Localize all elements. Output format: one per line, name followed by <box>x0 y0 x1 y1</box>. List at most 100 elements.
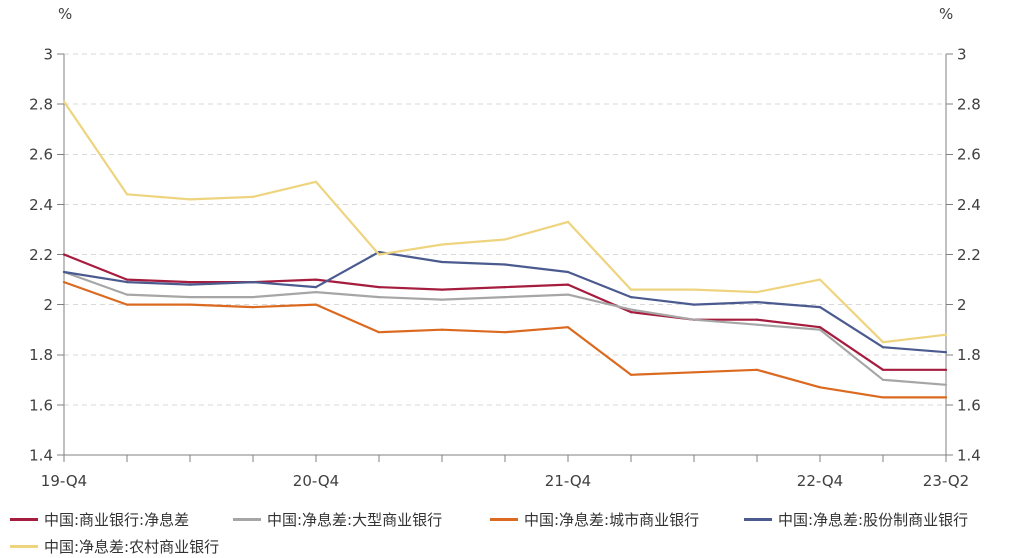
right-y-tick-label: 1.6 <box>957 396 981 414</box>
commercial-banks-line <box>62 253 948 371</box>
series-commercial-banks <box>62 253 948 371</box>
rural-commercial-banks-point <box>251 195 255 198</box>
rural-commercial-banks-point <box>629 288 633 291</box>
city-commercial-banks-point <box>692 371 696 374</box>
rural-commercial-banks-point <box>377 253 381 256</box>
city-commercial-banks-line <box>62 281 948 399</box>
joint-stock-banks-point <box>755 301 759 304</box>
legend-item-commercial-banks: 中国:商业银行:净息差 <box>10 509 189 529</box>
left-y-tick-label: 1.6 <box>29 396 53 414</box>
left-y-tick-label: 2.4 <box>29 196 53 214</box>
commercial-banks-point <box>566 283 570 286</box>
left-y-tick-label: 1.8 <box>29 346 53 364</box>
large-commercial-banks-point <box>818 328 822 331</box>
legend-item-joint-stock-banks: 中国:净息差:股份制商业银行 <box>744 509 968 529</box>
large-commercial-banks-point <box>125 293 129 296</box>
rural-commercial-banks-point <box>944 333 948 336</box>
legend-swatch-rural-commercial-banks <box>10 544 38 548</box>
commercial-banks-point <box>314 278 318 281</box>
joint-stock-banks-point <box>503 263 507 266</box>
commercial-banks-point <box>440 288 444 291</box>
series-rural-commercial-banks <box>62 100 948 344</box>
rural-commercial-banks-point <box>125 193 129 196</box>
rural-commercial-banks-point <box>755 291 759 294</box>
left-axis-unit: % <box>58 5 73 23</box>
commercial-banks-point <box>629 311 633 314</box>
joint-stock-banks-point <box>314 286 318 289</box>
joint-stock-banks-line <box>62 250 948 354</box>
right-y-tick-label: 2.2 <box>957 246 981 264</box>
large-commercial-banks-point <box>314 291 318 294</box>
right-y-tick-label: 2.6 <box>957 146 981 164</box>
commercial-banks-point <box>377 286 381 289</box>
legend-label-large-commercial-banks: 中国:净息差:大型商业银行 <box>267 510 443 529</box>
gridlines <box>64 53 946 406</box>
joint-stock-banks-point <box>251 281 255 284</box>
left-y-tick-label: 3 <box>43 45 53 63</box>
large-commercial-banks-point <box>566 293 570 296</box>
large-commercial-banks-point <box>377 296 381 299</box>
legend-label-commercial-banks: 中国:商业银行:净息差 <box>44 510 190 529</box>
legend-label-city-commercial-banks: 中国:净息差:城市商业银行 <box>524 510 700 529</box>
right-y-tick-label: 2.8 <box>957 96 981 114</box>
commercial-banks-point <box>503 286 507 289</box>
joint-stock-banks-point <box>629 296 633 299</box>
right-y-tick-label: 3 <box>957 45 967 63</box>
series-city-commercial-banks <box>62 281 948 399</box>
large-commercial-banks-point <box>440 298 444 301</box>
joint-stock-banks-point <box>692 303 696 306</box>
right-y-tick-label: 1.4 <box>957 446 981 464</box>
axes: 1.4 1.6 1.8 2 2.2 2.4 2.6 2.8 3 1.4 1.6 1.8 2 2.2 2.4 2… <box>29 45 981 490</box>
city-commercial-banks-point <box>629 373 633 376</box>
large-commercial-banks-point <box>692 318 696 321</box>
city-commercial-banks-point <box>377 331 381 334</box>
rural-commercial-banks-point <box>440 243 444 246</box>
joint-stock-banks-point <box>440 260 444 264</box>
city-commercial-banks-point <box>440 328 444 331</box>
legend-swatch-joint-stock-banks <box>744 517 772 521</box>
city-commercial-banks-point <box>881 396 885 399</box>
commercial-banks-point <box>125 278 129 281</box>
x-tick-label: 22-Q4 <box>797 472 843 490</box>
commercial-banks-point <box>62 253 66 256</box>
legend-swatch-large-commercial-banks <box>233 517 261 521</box>
joint-stock-banks-point <box>881 346 885 349</box>
x-tick-label: 19-Q4 <box>41 472 87 490</box>
city-commercial-banks-point <box>125 303 129 306</box>
rural-commercial-banks-point <box>188 198 192 201</box>
joint-stock-banks-point <box>944 351 948 354</box>
right-y-tick-label: 2.4 <box>957 196 981 214</box>
commercial-banks-point <box>188 281 192 284</box>
rural-commercial-banks-point <box>881 341 885 344</box>
large-commercial-banks-point <box>944 383 948 386</box>
rural-commercial-banks-point <box>503 238 507 241</box>
chart-plot-area: 1.4 1.6 1.8 2 2.2 2.4 2.6 2.8 3 1.4 1.6 1.8 2 2.2 2.4 2… <box>29 45 981 490</box>
city-commercial-banks-point <box>944 396 948 399</box>
joint-stock-banks-point <box>566 270 570 274</box>
large-commercial-banks-point <box>881 378 885 381</box>
rural-commercial-banks-point <box>314 180 318 183</box>
large-commercial-banks-point <box>503 296 507 299</box>
city-commercial-banks-point <box>62 281 66 284</box>
left-y-tick-label: 2 <box>43 296 53 314</box>
rural-commercial-banks-point <box>62 100 66 103</box>
series-lines <box>62 100 948 399</box>
legend-item-city-commercial-banks: 中国:净息差:城市商业银行 <box>490 509 699 529</box>
left-y-tick-label: 1.4 <box>29 446 53 464</box>
city-commercial-banks-point <box>251 306 255 309</box>
commercial-banks-point <box>755 318 759 321</box>
series-joint-stock-banks <box>62 250 948 354</box>
right-axis-unit: % <box>939 5 954 23</box>
large-commercial-banks-point <box>251 296 255 299</box>
legend-label-joint-stock-banks: 中国:净息差:股份制商业银行 <box>778 510 969 529</box>
legend-item-rural-commercial-banks: 中国:净息差:农村商业银行 <box>10 536 219 556</box>
right-y-tick-label: 1.8 <box>957 346 981 364</box>
joint-stock-banks-point <box>188 283 192 286</box>
legend-item-large-commercial-banks: 中国:净息差:大型商业银行 <box>233 509 442 529</box>
commercial-banks-point <box>818 326 822 329</box>
city-commercial-banks-point <box>566 326 570 329</box>
left-y-tick-label: 2.6 <box>29 146 53 164</box>
right-y-tick-label: 2 <box>957 296 967 314</box>
left-y-tick-label: 2.2 <box>29 246 53 264</box>
